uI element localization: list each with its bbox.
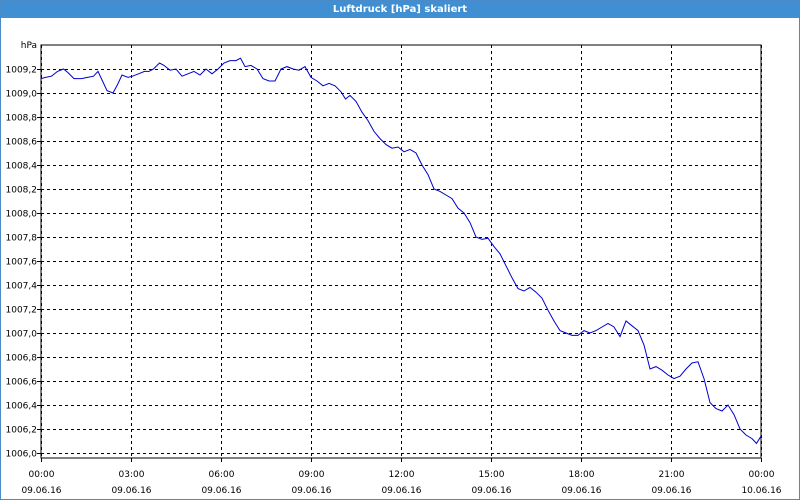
y-tick-label: 1008,8 <box>6 114 38 124</box>
y-axis-label: hPa <box>21 41 37 51</box>
x-tick-date: 09.06.16 <box>561 486 601 496</box>
x-tick-date: 09.06.16 <box>291 486 331 496</box>
y-tick-label: 1008,6 <box>6 138 38 148</box>
y-tick-label: 1006,8 <box>6 354 38 364</box>
x-tick-date: 09.06.16 <box>651 486 691 496</box>
y-tick-label: 1007,0 <box>6 330 38 340</box>
x-tick-date: 09.06.16 <box>471 486 511 496</box>
y-tick-label: 1008,2 <box>6 186 38 196</box>
y-tick-label: 1006,2 <box>6 426 38 436</box>
window-title: Luftdruck [hPa] skaliert <box>1 1 799 18</box>
x-tick-time: 06:00 <box>209 470 235 480</box>
x-tick-date: 09.06.16 <box>111 486 151 496</box>
x-tick-time: 00:00 <box>29 470 55 480</box>
x-tick-time: 00:00 <box>749 470 775 480</box>
x-tick-time: 12:00 <box>389 470 415 480</box>
y-tick-label: 1006,4 <box>6 402 38 412</box>
x-tick-time: 15:00 <box>479 470 505 480</box>
y-tick-label: 1008,0 <box>6 210 38 220</box>
y-tick-label: 1007,4 <box>6 282 38 292</box>
x-tick-date: 10.06.16 <box>741 486 781 496</box>
pressure-series-line <box>40 57 762 445</box>
y-tick-label: 1009,0 <box>6 90 38 100</box>
y-tick-label: 1008,4 <box>6 162 38 172</box>
x-tick-date: 09.06.16 <box>381 486 421 496</box>
y-tick-label: 1007,6 <box>6 258 38 268</box>
y-tick-label: 1009,2 <box>6 66 38 76</box>
x-tick-date: 09.06.16 <box>201 486 241 496</box>
y-tick-label: 1006,0 <box>6 450 38 460</box>
y-tick-label: 1006,6 <box>6 378 38 388</box>
x-tick-time: 18:00 <box>569 470 595 480</box>
y-tick-label: 1007,2 <box>6 306 38 316</box>
x-tick-time: 03:00 <box>119 470 145 480</box>
x-tick-time: 21:00 <box>659 470 685 480</box>
x-tick-date: 09.06.16 <box>21 486 61 496</box>
x-tick-time: 09:00 <box>299 470 325 480</box>
y-tick-label: 1007,8 <box>6 234 38 244</box>
